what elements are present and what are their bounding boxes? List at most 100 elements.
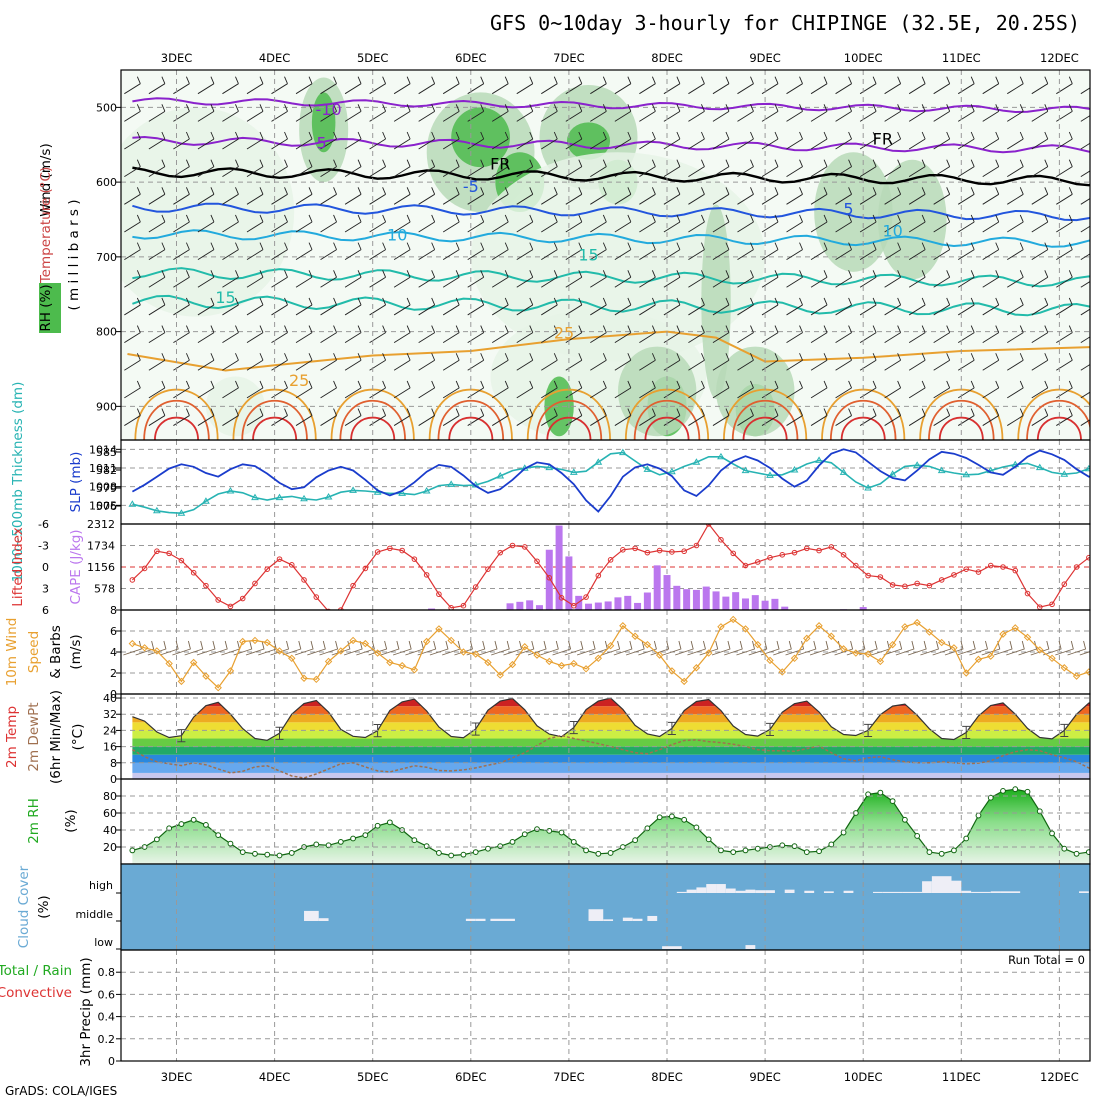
- surface-wind-barb: [760, 640, 780, 656]
- wind-barb: [124, 297, 141, 316]
- wind-barb: [541, 242, 558, 261]
- wind-barb: [884, 297, 902, 316]
- wind-barb: [393, 159, 411, 178]
- wind-barb: [271, 187, 288, 205]
- wind-barb: [246, 187, 264, 205]
- wind-barb: [835, 408, 852, 426]
- wind-barb: [295, 325, 313, 343]
- surface-wind-barb: [1079, 651, 1090, 656]
- wind-barb: [393, 380, 411, 399]
- wind-barb: [246, 297, 264, 316]
- rh-tick-label: 60: [103, 807, 117, 820]
- lifted-index-marker: [460, 602, 467, 609]
- lifted-index-marker: [264, 566, 271, 572]
- thickness-marker: [251, 493, 259, 501]
- lifted-index-marker: [669, 549, 675, 555]
- wind-barb: [1031, 242, 1049, 261]
- min-max-bar: [766, 722, 775, 736]
- wind-barb: [590, 380, 607, 399]
- surface-wind-barb: [184, 640, 204, 656]
- wind-barb: [246, 380, 264, 399]
- wind-barb: [491, 159, 509, 178]
- wind-barb: [320, 159, 337, 178]
- wind-barb: [320, 297, 337, 316]
- lifted-index-marker: [681, 548, 687, 555]
- thickness-marker: [1084, 464, 1090, 472]
- wind-barb: [344, 408, 362, 426]
- wind-barb: [614, 325, 632, 343]
- x-axis-bottom-label: 9DEC: [749, 1070, 780, 1084]
- lifted-index-marker: [521, 544, 528, 550]
- thickness-marker: [202, 497, 210, 504]
- wind-barb: [246, 325, 264, 343]
- surface-wind-barb: [1006, 640, 1025, 656]
- temp-color-band: [132, 762, 1090, 773]
- rh-marker: [1012, 786, 1019, 793]
- cloud-low-bar: [745, 945, 756, 949]
- x-axis-top-label: 11DEC: [942, 51, 981, 65]
- wind-barb: [614, 270, 632, 288]
- wind-barb: [344, 353, 362, 371]
- surface-wind-barb: [454, 640, 473, 656]
- wind-barb: [957, 131, 975, 150]
- wind-barb: [369, 242, 387, 261]
- rh-marker: [595, 850, 602, 857]
- wind-barb: [491, 104, 509, 122]
- wind-barb: [541, 325, 558, 343]
- boundary-temp-contour: [448, 416, 494, 440]
- wind-barb: [271, 242, 288, 261]
- wind-barb: [810, 242, 828, 261]
- wind-barb: [516, 214, 534, 233]
- lifted-index-marker: [938, 577, 945, 583]
- isotherm-line: [132, 202, 1090, 222]
- cape-bar: [594, 602, 602, 610]
- cape-bar: [683, 589, 691, 610]
- wind-barb: [320, 187, 337, 205]
- wind-barb: [614, 76, 632, 95]
- wind-barb: [908, 214, 926, 233]
- rh-contour-region: [566, 122, 611, 160]
- lifted-index-marker: [534, 558, 540, 565]
- boundary-temp-contour: [154, 416, 199, 440]
- thickness-marker: [349, 486, 357, 493]
- contour-label: 10: [882, 222, 902, 241]
- wind-barb: [541, 297, 558, 316]
- wind-barb: [884, 104, 902, 122]
- wind-barb: [835, 325, 852, 343]
- wind-barb: [565, 159, 583, 178]
- wind-barb: [1056, 270, 1073, 288]
- wind-barb: [222, 104, 239, 122]
- cloud-middle-bar: [622, 917, 633, 921]
- wind-barb: [712, 408, 730, 426]
- wind-barb: [835, 242, 852, 261]
- wind-barb: [786, 242, 803, 261]
- wind-barb: [124, 76, 141, 95]
- rh-marker: [485, 845, 491, 852]
- wind-barb: [884, 353, 902, 371]
- wind-speed-marker: [545, 657, 553, 666]
- wind-barb: [541, 214, 558, 233]
- wind-barb: [541, 159, 558, 178]
- wind-barb: [614, 242, 632, 261]
- rh-marker: [1085, 849, 1090, 855]
- wind-barb: [1080, 142, 1090, 150]
- wind-barb: [712, 131, 730, 150]
- lifted-index-marker: [791, 549, 798, 556]
- wind-barb: [418, 76, 436, 95]
- wind-barb: [835, 380, 852, 399]
- wind-tick-label: 4: [110, 646, 117, 659]
- wind-barb: [1031, 408, 1049, 426]
- wind-barb: [737, 104, 754, 122]
- wind-barb: [1080, 170, 1090, 178]
- surface-wind-barb: [650, 640, 670, 656]
- rh-marker: [337, 839, 344, 845]
- wind-barb: [393, 408, 411, 426]
- lifted-index-marker: [1086, 554, 1090, 561]
- wind-barb: [737, 380, 754, 399]
- wind-barb: [344, 325, 362, 343]
- wind-speed-marker: [165, 659, 173, 668]
- wind-speed-marker: [373, 649, 382, 657]
- surface-wind-barb: [895, 640, 915, 656]
- wind-barb: [688, 297, 705, 316]
- wind-speed-marker: [631, 632, 639, 640]
